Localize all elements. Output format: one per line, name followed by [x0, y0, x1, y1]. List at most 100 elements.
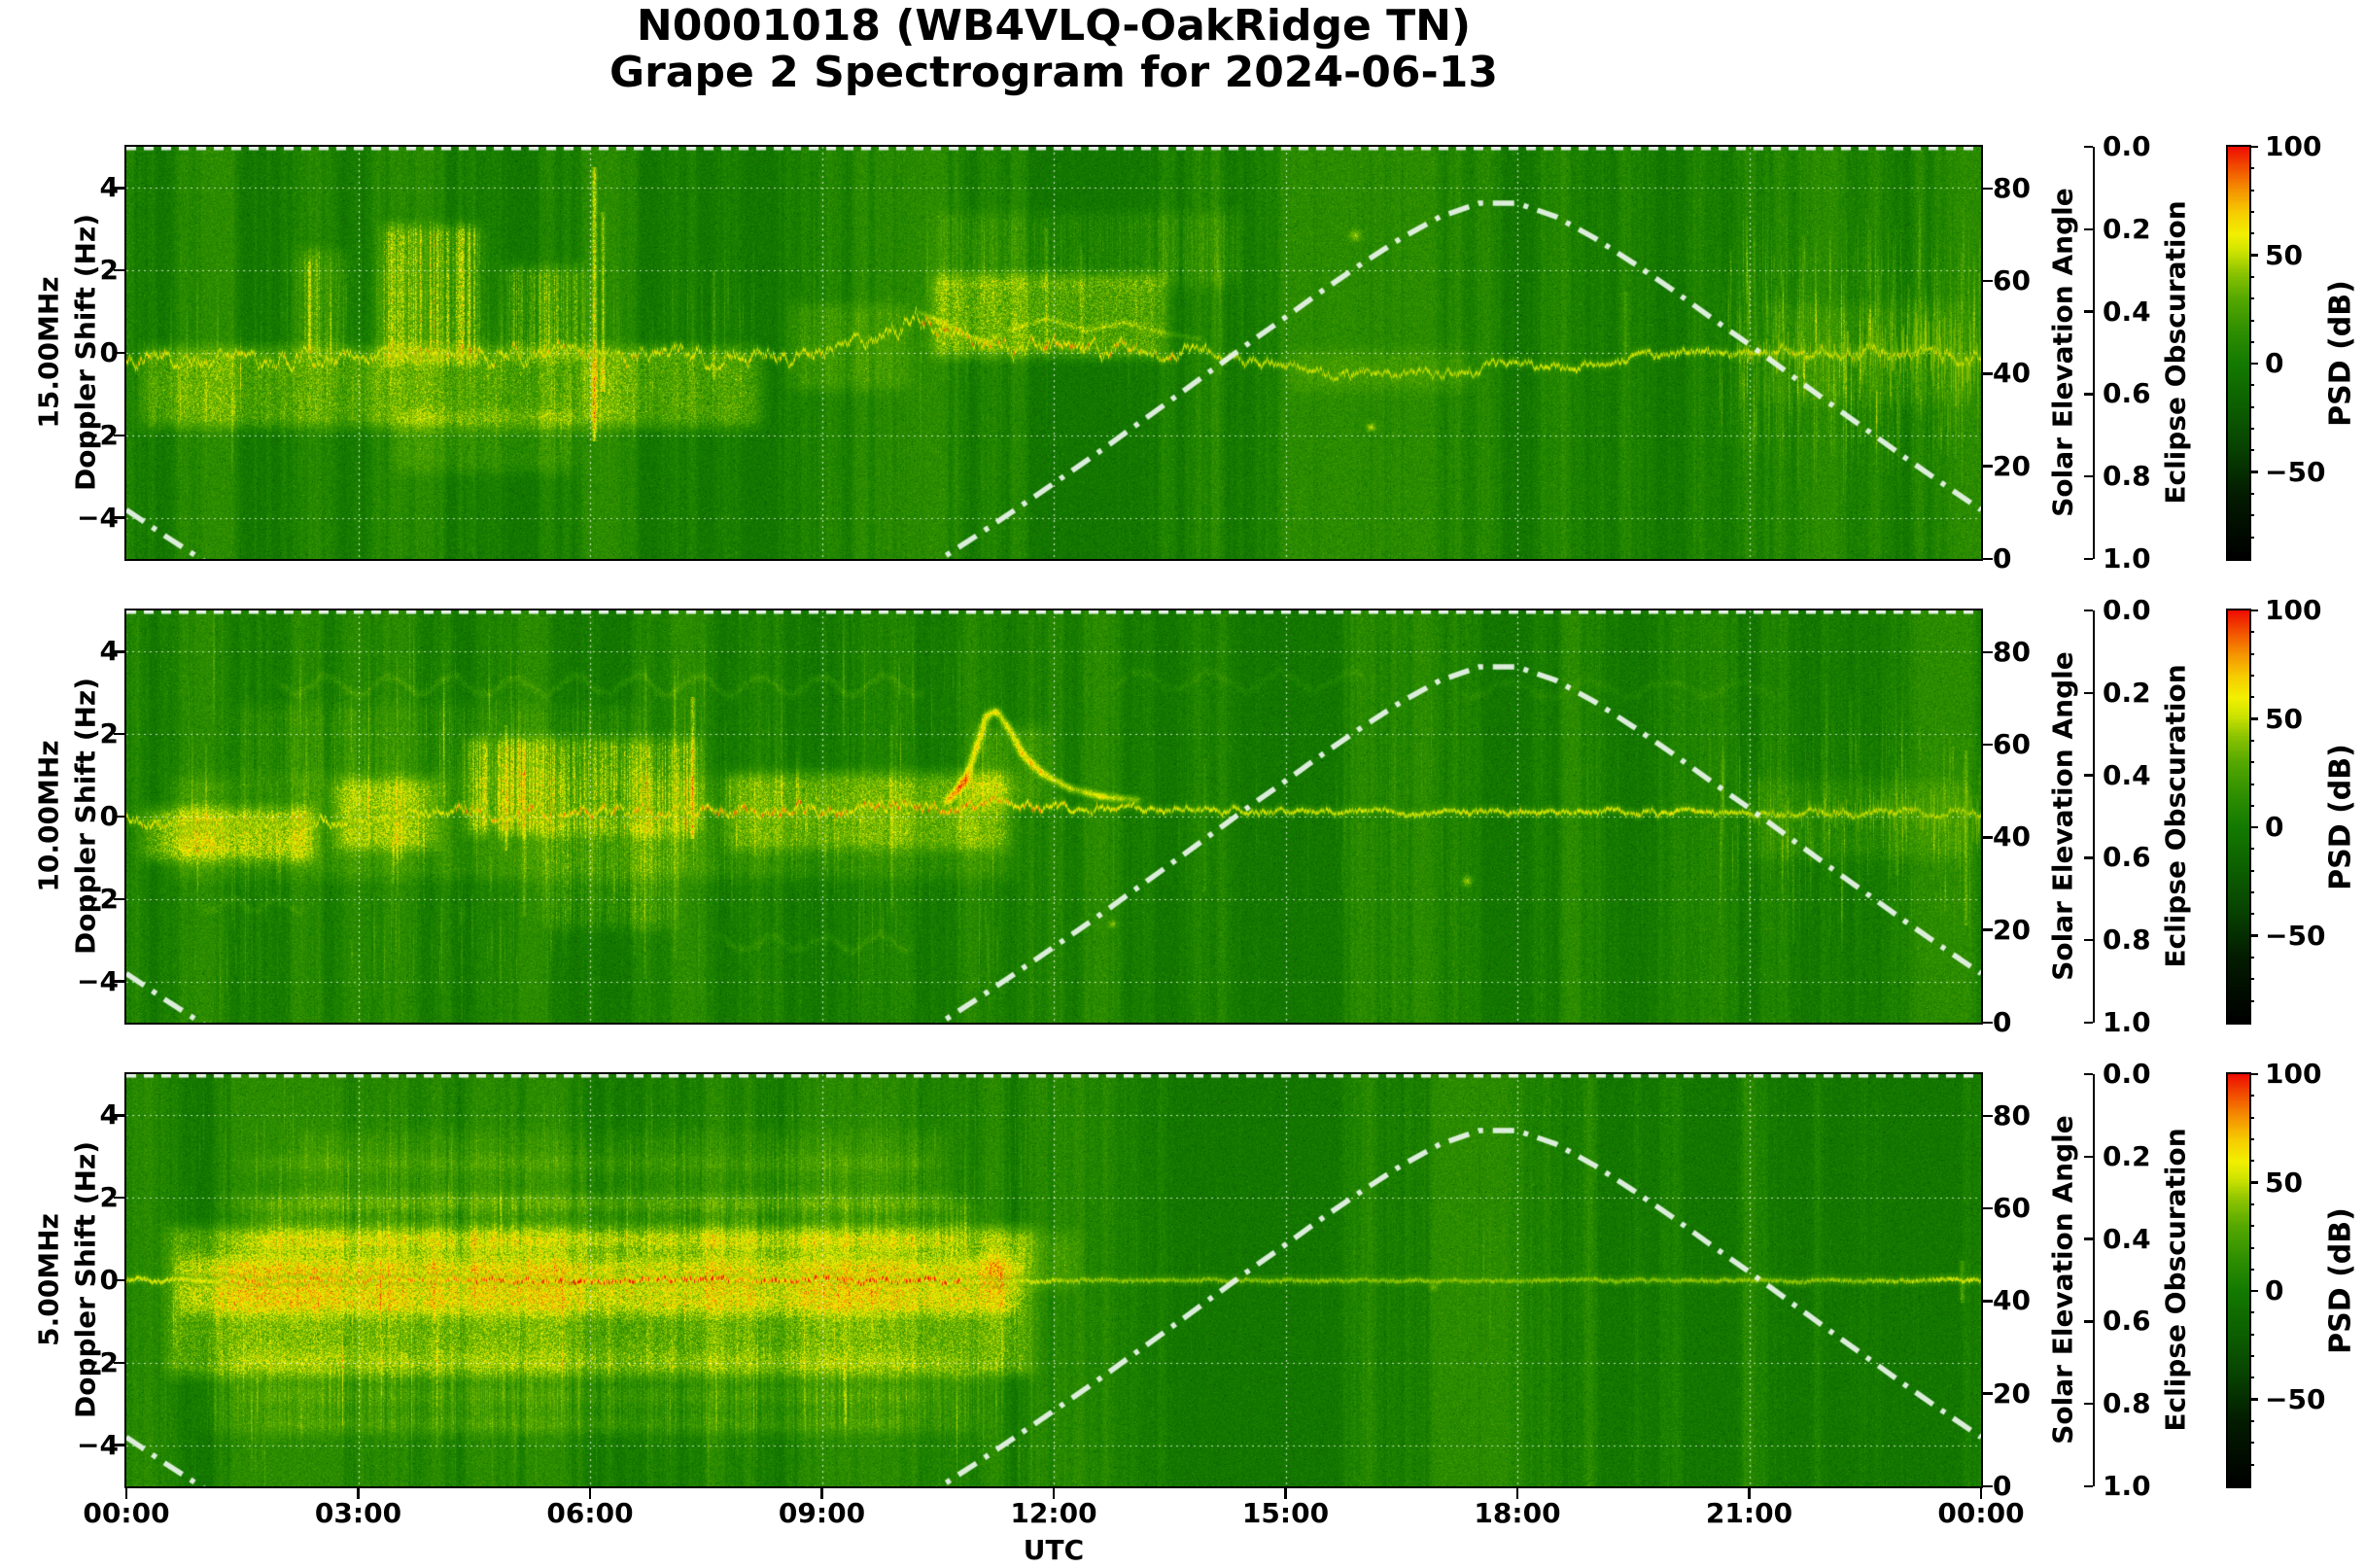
doppler-axis-title: Doppler Shift (Hz) — [69, 677, 102, 956]
doppler-tick-mark — [114, 1114, 124, 1117]
x-axis-tick-label: 09:00 — [778, 1497, 866, 1529]
x-axis-tick-mark — [124, 1488, 128, 1499]
doppler-tick-label: 4 — [99, 171, 119, 204]
doppler-tick-mark — [114, 897, 124, 901]
colorbar-minor-tick — [2249, 319, 2254, 322]
colorbar-gradient — [2228, 147, 2249, 559]
eclipse-tick-mark — [2084, 774, 2093, 777]
colorbar-minor-tick — [2249, 848, 2254, 851]
figure-title-line1: N0001018 (WB4VLQ-OakRidge TN) — [636, 1, 1472, 51]
colorbar-tick-mark — [2249, 145, 2258, 149]
colorbar-minor-tick — [2249, 1355, 2254, 1358]
x-axis-tick-mark — [1515, 1488, 1519, 1499]
colorbar-minor-tick — [2249, 1376, 2254, 1379]
eclipse-tick-mark — [2084, 1402, 2093, 1406]
solar-tick-label: 80 — [1993, 1098, 2031, 1132]
doppler-tick-label: 0 — [99, 1264, 119, 1296]
eclipse-tick-mark — [2084, 393, 2093, 396]
solar-tick-mark — [1983, 557, 1993, 561]
colorbar-minor-tick — [2249, 1116, 2254, 1119]
colorbar-minor-tick — [2249, 275, 2254, 278]
eclipse-tick-mark — [2084, 227, 2093, 231]
eclipse-tick-label: 0.6 — [2103, 377, 2151, 410]
doppler-tick-mark — [114, 434, 124, 437]
solar-tick-mark — [1983, 279, 1993, 283]
colorbar-tick-mark — [2249, 934, 2258, 937]
solar-axis-title: Solar Elevation Angle — [2046, 651, 2079, 981]
psd-axis-title: PSD (dB) — [2323, 280, 2358, 427]
colorbar-gradient — [2228, 610, 2249, 1023]
colorbar-minor-tick — [2249, 739, 2254, 742]
eclipse-tick-mark — [2084, 1484, 2093, 1488]
eclipse-tick-label: 0.0 — [2103, 1058, 2151, 1090]
colorbar-minor-tick — [2249, 631, 2254, 634]
colorbar-tick-label: 50 — [2265, 238, 2303, 271]
eclipse-tick-mark — [2084, 1072, 2093, 1076]
eclipse-tick-label: 0.6 — [2103, 841, 2151, 874]
colorbar-tick-mark — [2249, 825, 2258, 829]
eclipse-tick-label: 0.6 — [2103, 1305, 2151, 1338]
doppler-tick-label: 2 — [99, 1181, 119, 1214]
colorbar-tick-mark — [2249, 470, 2258, 473]
solar-tick-mark — [1983, 1484, 1993, 1488]
x-axis-tick-label: 21:00 — [1705, 1497, 1793, 1529]
colorbar-1 — [2226, 609, 2251, 1025]
eclipse-tick-label: 0.0 — [2103, 130, 2151, 162]
colorbar-minor-tick — [2249, 428, 2254, 431]
colorbar-tick-label: −50 — [2265, 455, 2326, 488]
colorbar-tick-mark — [2249, 1398, 2258, 1401]
solar-tick-label: 60 — [1993, 728, 2031, 761]
colorbar-minor-tick — [2249, 297, 2254, 300]
solar-tick-label: 0 — [1993, 542, 2012, 575]
eclipse-axis-spine — [2093, 147, 2095, 559]
colorbar-minor-tick — [2249, 384, 2254, 387]
solar-tick-label: 40 — [1993, 1284, 2031, 1317]
eclipse-tick-mark — [2084, 1155, 2093, 1159]
colorbar-tick-mark — [2249, 254, 2258, 257]
colorbar-tick-label: 50 — [2265, 702, 2303, 735]
solar-tick-mark — [1983, 1300, 1993, 1303]
doppler-tick-label: 0 — [99, 800, 119, 832]
solar-tick-mark — [1983, 1206, 1993, 1210]
colorbar-minor-tick — [2249, 167, 2254, 170]
x-axis-tick-label: 15:00 — [1241, 1497, 1330, 1529]
x-axis-tick-mark — [1052, 1488, 1056, 1499]
eclipse-tick-label: 0.4 — [2103, 758, 2151, 791]
solar-tick-label: 20 — [1993, 1376, 2031, 1410]
x-axis-tick-label: 06:00 — [546, 1497, 634, 1529]
colorbar-tick-label: 0 — [2265, 347, 2284, 380]
colorbar-minor-tick — [2249, 1095, 2254, 1098]
eclipse-tick-mark — [2084, 1021, 2093, 1025]
x-axis-tick-mark — [588, 1488, 592, 1499]
colorbar-minor-tick — [2249, 674, 2254, 677]
colorbar-tick-mark — [2249, 1181, 2258, 1184]
doppler-tick-mark — [114, 1196, 124, 1200]
doppler-tick-mark — [114, 732, 124, 736]
x-axis-tick-mark — [357, 1488, 360, 1499]
colorbar-minor-tick — [2249, 891, 2254, 894]
colorbar-tick-mark — [2249, 609, 2258, 612]
solar-tick-mark — [1983, 1392, 1993, 1395]
x-axis-tick-mark — [1748, 1488, 1751, 1499]
eclipse-tick-label: 0.8 — [2103, 923, 2151, 957]
eclipse-tick-mark — [2084, 557, 2093, 561]
eclipse-tick-label: 1.0 — [2103, 542, 2151, 575]
solar-tick-label: 40 — [1993, 820, 2031, 854]
colorbar-minor-tick — [2249, 340, 2254, 343]
spectrogram-canvas-5mhz — [126, 1074, 1981, 1486]
eclipse-axis-title: Eclipse Obscuration — [2159, 664, 2192, 968]
colorbar-minor-tick — [2249, 761, 2254, 764]
solar-tick-label: 20 — [1993, 449, 2031, 482]
eclipse-tick-mark — [2084, 145, 2093, 149]
eclipse-axis-spine — [2093, 610, 2095, 1023]
colorbar-minor-tick — [2249, 1246, 2254, 1249]
doppler-tick-mark — [114, 516, 124, 519]
eclipse-tick-label: 0.8 — [2103, 460, 2151, 493]
x-axis-tick-label: 18:00 — [1474, 1497, 1561, 1529]
eclipse-tick-label: 0.4 — [2103, 1222, 2151, 1255]
spectrogram-panel-10mhz — [124, 609, 1983, 1025]
colorbar-minor-tick — [2249, 869, 2254, 872]
solar-tick-label: 80 — [1993, 171, 2031, 204]
solar-tick-label: 40 — [1993, 357, 2031, 390]
colorbar-minor-tick — [2249, 189, 2254, 192]
